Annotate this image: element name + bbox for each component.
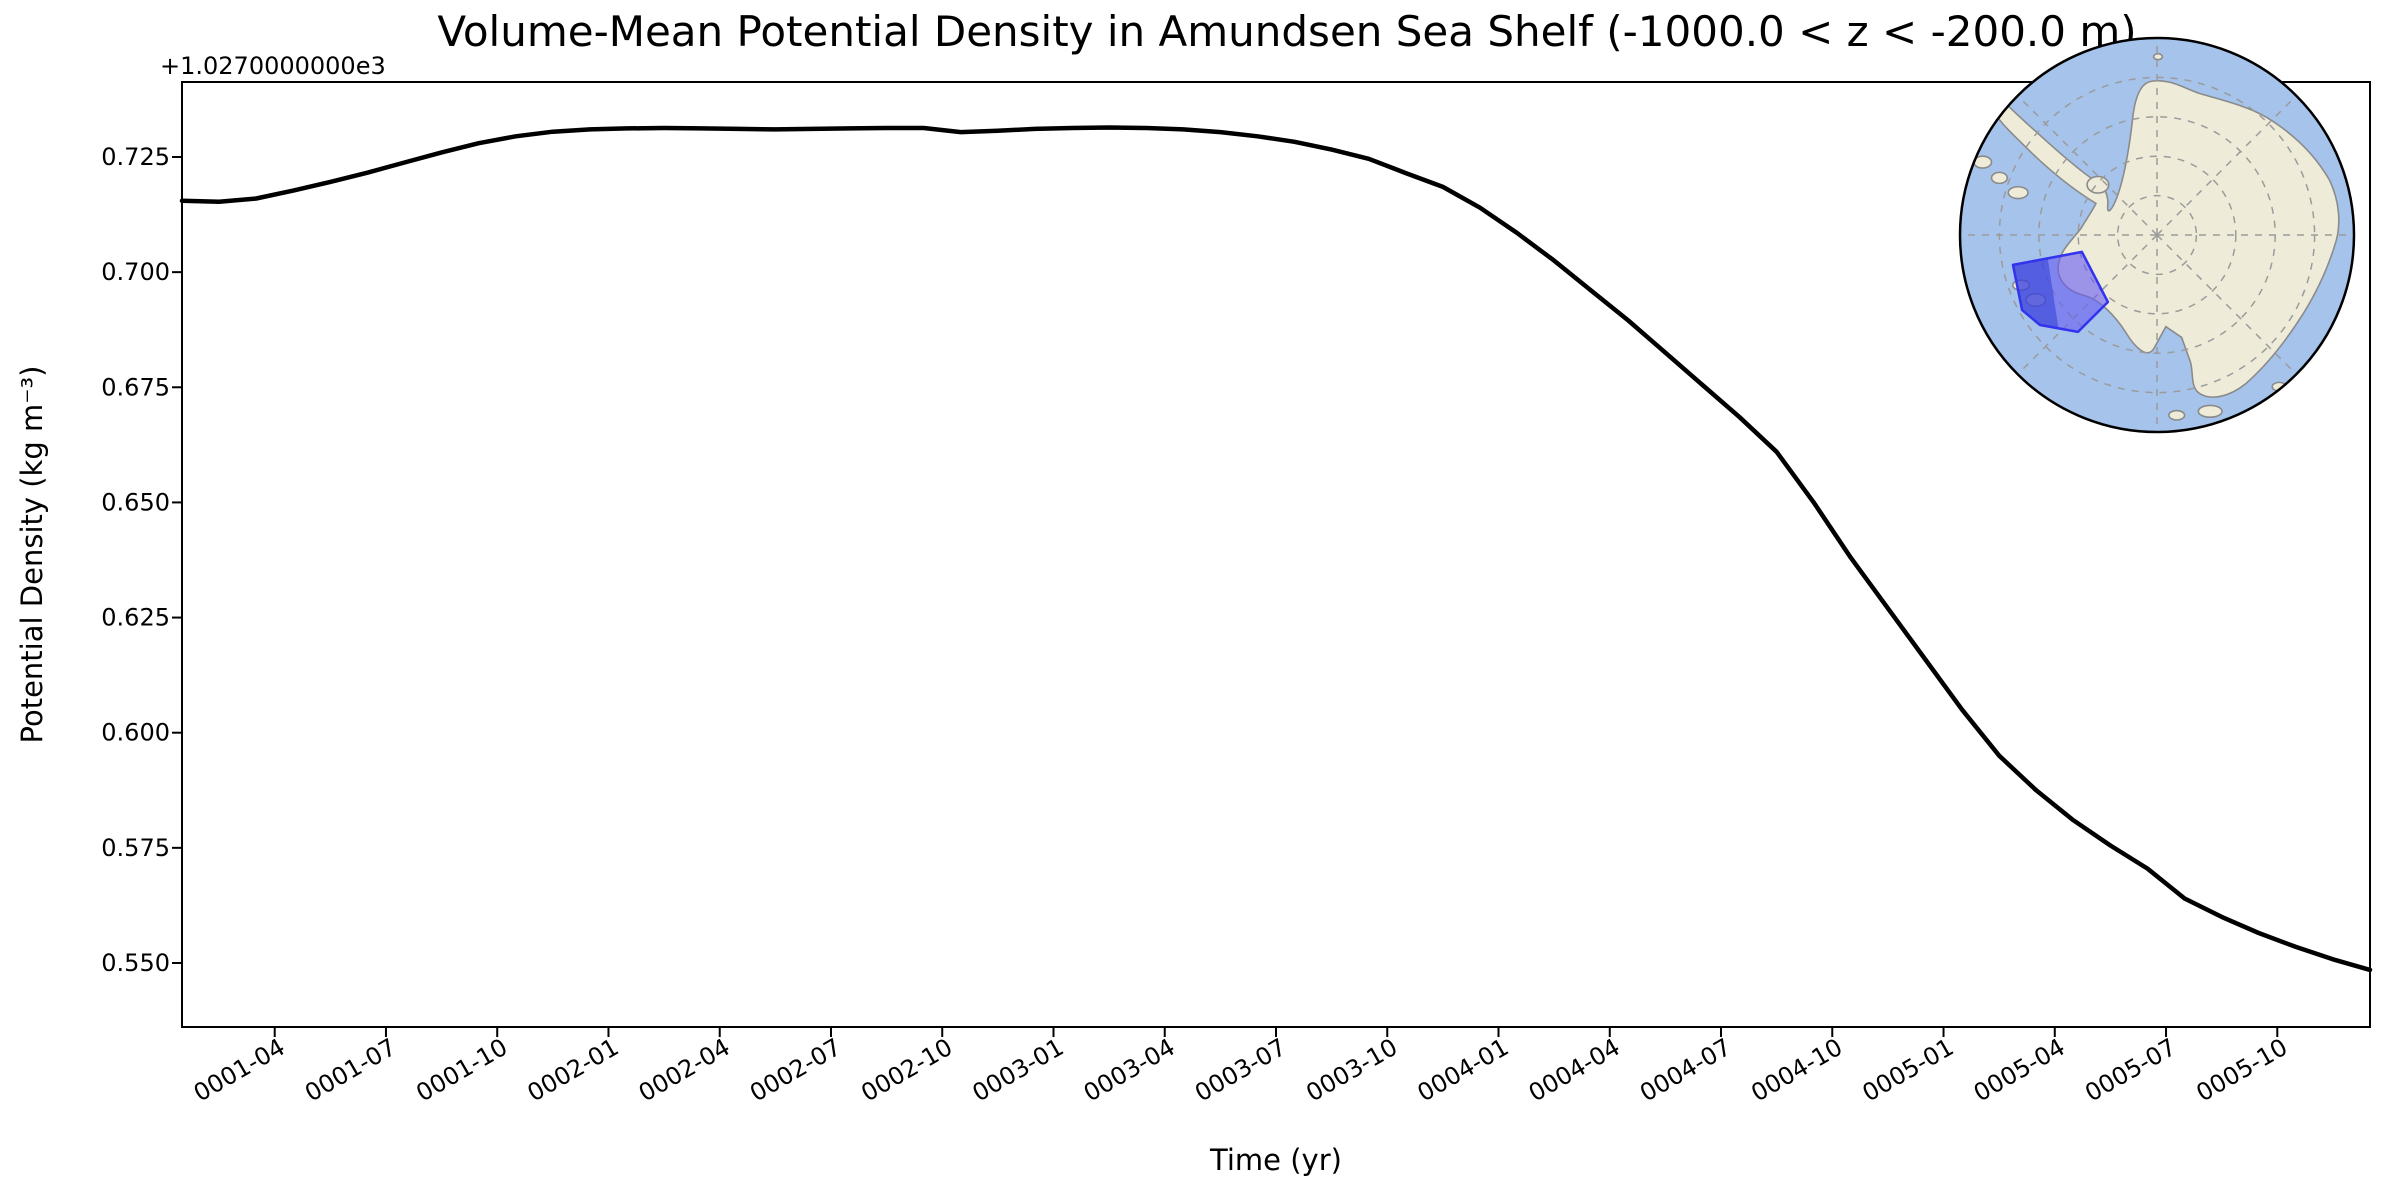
y-tick-label: 0.675 (101, 373, 170, 401)
graticule-meridian (2017, 95, 2158, 236)
highlight-region-outline (2011, 250, 2110, 334)
globe-outline (1958, 36, 2356, 434)
y-tick-label: 0.575 (101, 834, 170, 862)
y-tick-label: 0.600 (101, 719, 170, 747)
x-axis-label: Time (yr) (1209, 1143, 1342, 1177)
map-island (1990, 171, 2009, 185)
y-tick-label: 0.650 (101, 488, 170, 516)
map-island (2152, 52, 2164, 61)
highlight-region-fill (2013, 251, 2108, 332)
graticule-meridian (2156, 95, 2297, 236)
map-island (2197, 404, 2223, 419)
chart-title: Volume-Mean Potential Density in Amundse… (437, 7, 2136, 56)
graticule-circle (2116, 194, 2198, 276)
y-tick-label: 0.625 (101, 604, 170, 632)
map-island (2007, 185, 2029, 200)
graticule-circle (2077, 155, 2237, 315)
y-axis-label: Potential Density (kg m⁻³) (15, 366, 49, 744)
y-tick-label: 0.725 (101, 143, 170, 171)
graticule-meridian (2156, 234, 2297, 375)
density-line-series (179, 125, 2373, 973)
inset-map (1960, 38, 2354, 432)
map-island (2086, 175, 2110, 194)
y-tick-label: 0.550 (101, 949, 170, 977)
y-axis-offset-text: +1.0270000000e3 (160, 52, 386, 80)
map-island (2168, 409, 2186, 421)
y-tick-label: 0.700 (101, 258, 170, 286)
